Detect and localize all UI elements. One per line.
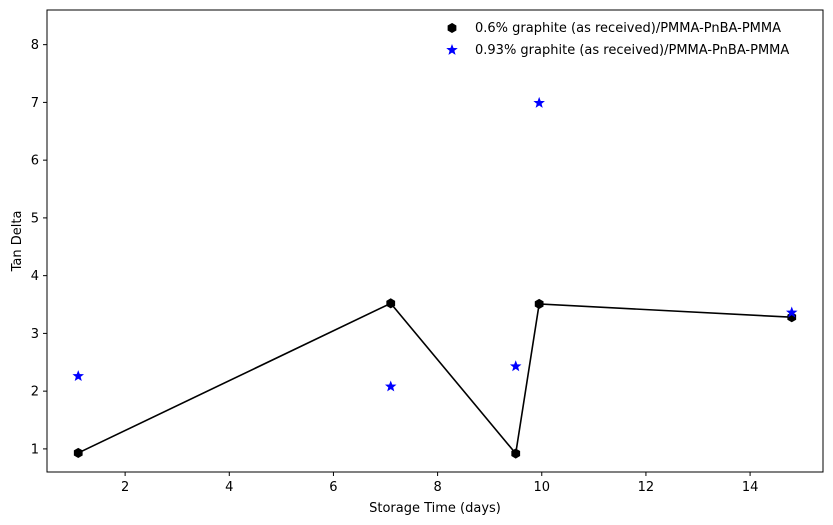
x-tick-label: 12: [638, 480, 655, 495]
y-tick-label: 3: [31, 327, 39, 342]
data-point: [786, 306, 798, 318]
y-axis-ticks: 1 2 3 4 5 6 7 8: [31, 38, 47, 457]
x-tick-label: 14: [742, 480, 759, 495]
y-tick-label: 5: [31, 211, 39, 226]
series-2: [72, 96, 798, 392]
y-axis-label: Tan Delta: [10, 211, 25, 273]
data-point: [509, 360, 522, 372]
legend-hexagon-icon: [447, 22, 457, 34]
y-tick-label: 4: [31, 269, 39, 284]
data-point: [533, 96, 545, 108]
legend-marker-star: [446, 43, 458, 55]
data-point: [386, 298, 396, 309]
y-tick-label: 6: [31, 154, 39, 169]
data-point: [534, 298, 544, 310]
legend-label-2: 0.93% graphite (as received)/PMMA-PnBA-P…: [475, 43, 789, 58]
y-tick-label: 7: [31, 96, 39, 111]
x-tick-label: 4: [225, 480, 233, 495]
data-point: [72, 370, 84, 382]
y-tick-label: 8: [31, 38, 39, 53]
series-layer: [72, 96, 798, 459]
data-point: [511, 448, 521, 459]
legend-label-1: 0.6% graphite (as received)/PMMA-PnBA-PM…: [475, 21, 781, 36]
plot-area: [47, 10, 823, 472]
y-tick-label: 2: [31, 385, 39, 400]
plot-frame: [46, 9, 824, 473]
data-point: [384, 380, 397, 392]
x-tick-label: 8: [433, 480, 441, 495]
legend: 0.6% graphite (as received)/PMMA-PnBA-PM…: [446, 21, 789, 58]
x-axis-label: Storage Time (days): [369, 501, 501, 516]
legend-entry-1: 0.6% graphite (as received)/PMMA-PnBA-PM…: [447, 21, 781, 36]
x-tick-label: 6: [329, 480, 337, 495]
y-tick-label: 1: [31, 442, 39, 457]
x-tick-label: 2: [121, 480, 129, 495]
legend-star-icon: [446, 43, 458, 55]
legend-marker-hexagon: [447, 22, 457, 34]
x-tick-label: 10: [533, 480, 550, 495]
x-axis-ticks: 2 4 6 8 10 12 14: [121, 472, 758, 495]
legend-entry-2: 0.93% graphite (as received)/PMMA-PnBA-P…: [446, 43, 789, 58]
data-point: [73, 447, 83, 459]
